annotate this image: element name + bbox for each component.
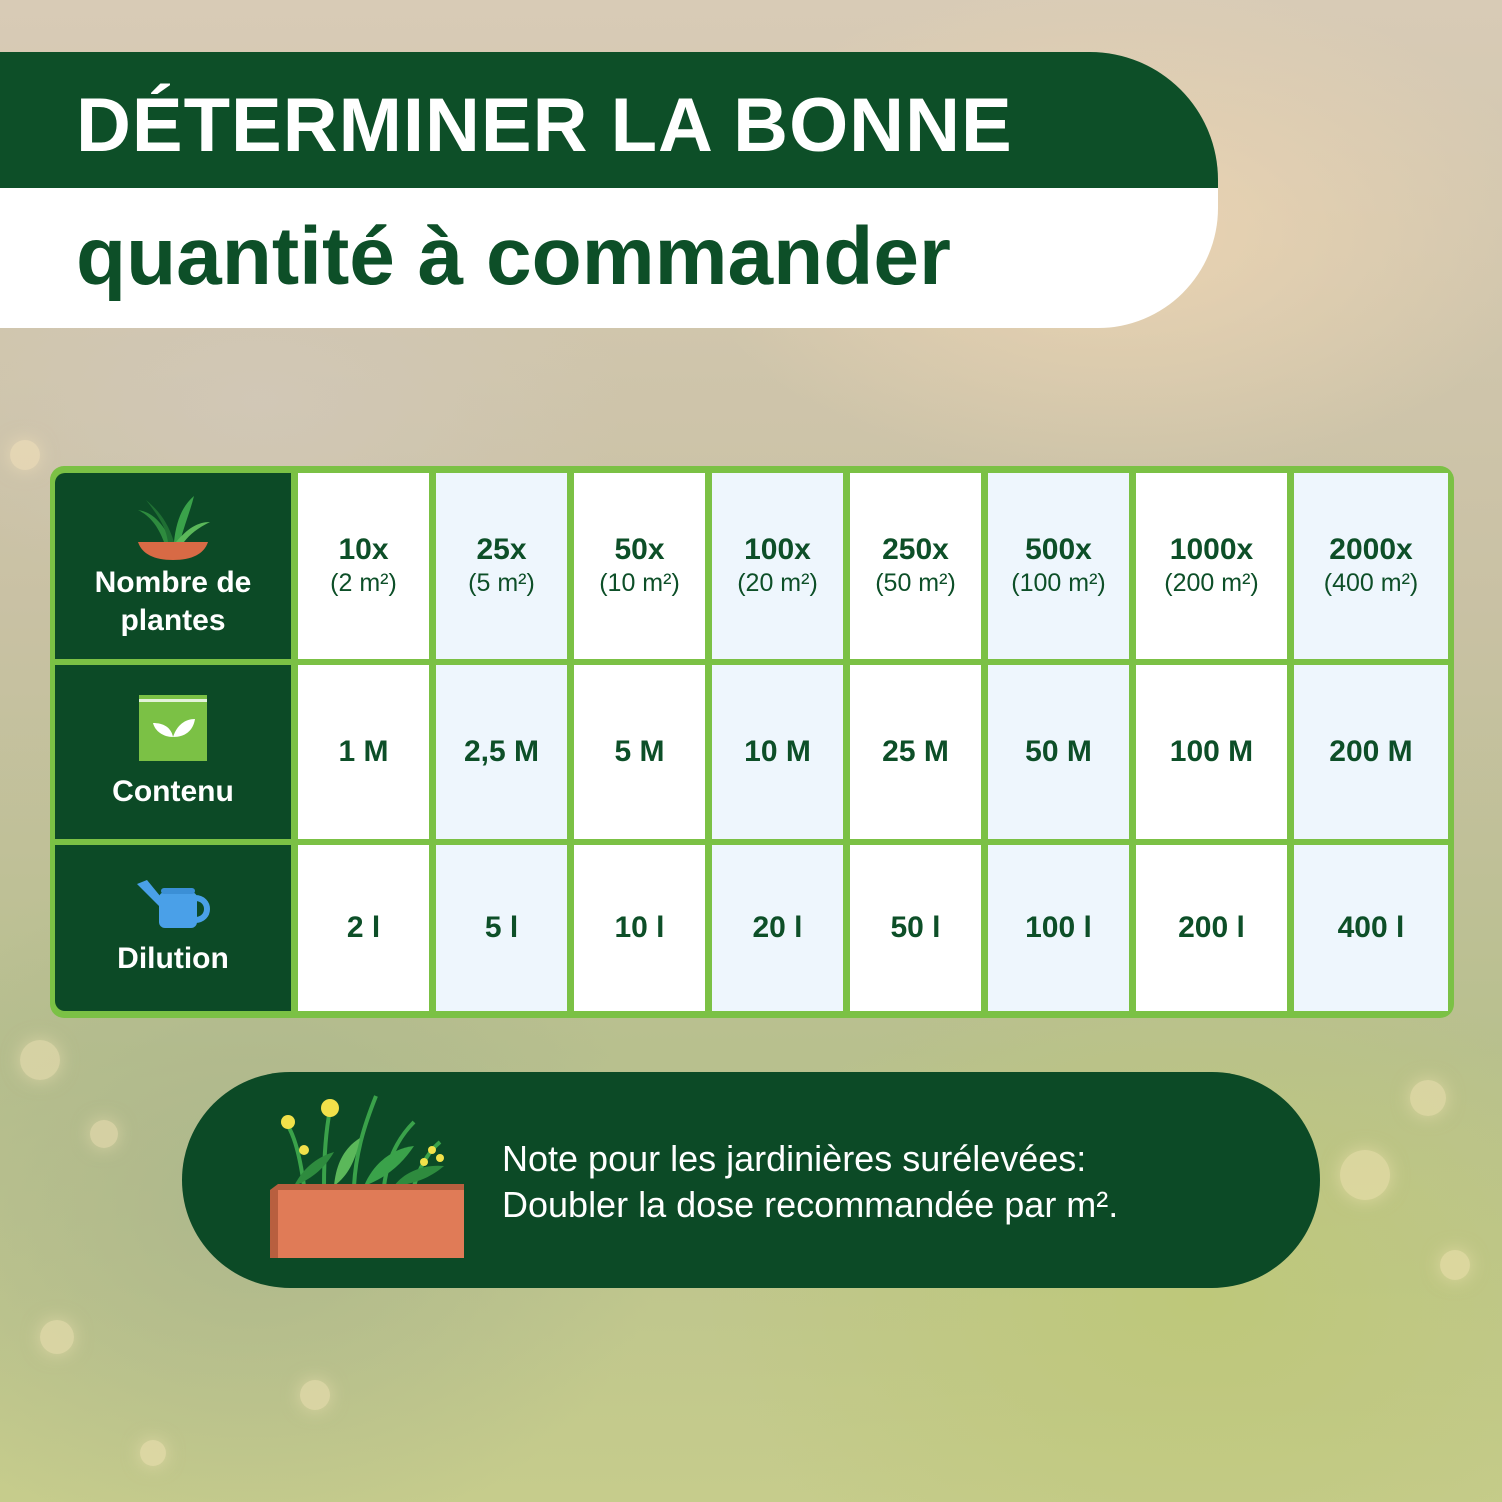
plant-area: (5 m²) [468,569,535,597]
dilution-value: 400 l [1337,911,1405,944]
plant-area: (200 m²) [1164,569,1259,597]
contenu-cell: 1 M [298,665,429,839]
plant-count: 2000x [1329,533,1413,566]
dilution-value: 200 l [1178,911,1245,944]
plant-pot-icon [138,496,210,560]
bokeh-light [10,440,40,470]
contenu-value: 2,5 M [463,735,540,768]
plant-area: (20 m²) [737,569,818,597]
note-banner: Note pour les jardinières surélevées: Do… [182,1072,1320,1288]
title-line-1: DÉTERMINER LA BONNE [76,83,1013,168]
row-label-dilution: Dilution [117,942,229,975]
bokeh-light [140,1440,166,1466]
contenu-cell: 50 M [988,665,1129,839]
quantity-table: Nombre de plantes Contenu Dilution 10x ( [50,466,1454,1018]
dilution-value: 100 l [1025,911,1092,944]
row-header-contenu: Contenu [55,665,291,839]
dilution-cell: 400 l [1294,845,1448,1011]
bokeh-light [40,1320,74,1354]
plant-count: 10x [338,533,389,566]
dilution-value: 10 l [614,911,665,944]
plants-cell: 2000x (400 m²) [1294,473,1448,659]
plants-cell: 100x (20 m²) [712,473,843,659]
row-label-contenu: Contenu [112,775,234,808]
plants-cell: 1000x (200 m²) [1136,473,1287,659]
dilution-value: 2 l [346,911,381,944]
contenu-cell: 25 M [850,665,981,839]
title-banner-top: DÉTERMINER LA BONNE [0,52,1218,188]
plants-cell: 250x (50 m²) [850,473,981,659]
note-text: Note pour les jardinières surélevées: Do… [502,1136,1118,1228]
plant-area: (10 m²) [599,569,680,597]
contenu-cell: 200 M [1294,665,1448,839]
plant-area: (2 m²) [330,569,397,597]
dilution-cell: 200 l [1136,845,1287,1011]
raised-planter-icon [270,1095,464,1258]
note-line-1: Note pour les jardinières surélevées: [502,1138,1087,1179]
plant-count: 50x [614,533,665,566]
contenu-value: 5 M [614,735,665,768]
dilution-value: 5 l [484,911,519,944]
plants-cell: 25x (5 m²) [436,473,567,659]
dilution-value: 20 l [752,911,803,944]
plants-cell: 50x (10 m²) [574,473,705,659]
contenu-value: 100 M [1169,735,1254,768]
bokeh-light [90,1120,118,1148]
plant-count: 25x [476,533,527,566]
dilution-cell: 20 l [712,845,843,1011]
row-header-plantes: Nombre de plantes [55,473,291,659]
contenu-value: 1 M [338,735,389,768]
contenu-cell: 100 M [1136,665,1287,839]
dilution-cell: 5 l [436,845,567,1011]
row-header-dilution: Dilution [55,845,291,1011]
contenu-cell: 2,5 M [436,665,567,839]
bokeh-light [1340,1150,1390,1200]
plants-cell: 10x (2 m²) [298,473,429,659]
row-label-plantes: Nombre de plantes [94,566,252,637]
title-line-2: quantité à commander [76,211,951,302]
bokeh-light [1410,1080,1446,1116]
contenu-cell: 5 M [574,665,705,839]
plant-count: 500x [1025,533,1092,566]
bokeh-light [300,1380,330,1410]
plants-cell: 500x (100 m²) [988,473,1129,659]
plant-area: (400 m²) [1323,569,1419,597]
watering-can-icon [137,880,210,928]
plant-count: 250x [882,533,949,566]
plant-area: (50 m²) [875,569,956,597]
dilution-cell: 2 l [298,845,429,1011]
contenu-value: 25 M [882,735,949,768]
contenu-value: 200 M [1329,735,1413,768]
bokeh-light [1440,1250,1470,1280]
dilution-cell: 10 l [574,845,705,1011]
note-line-2: Doubler la dose recommandée par m². [502,1184,1119,1225]
contenu-value: 10 M [744,735,811,768]
dilution-cell: 50 l [850,845,981,1011]
title-banner-bottom: quantité à commander [0,188,1218,328]
contenu-cell: 10 M [712,665,843,839]
dilution-cell: 100 l [988,845,1129,1011]
contenu-value: 50 M [1025,735,1092,768]
plant-area: (100 m²) [1011,569,1106,597]
plant-count: 1000x [1169,533,1254,566]
dilution-value: 50 l [890,911,941,944]
bokeh-light [20,1040,60,1080]
packet-leaf-icon [139,695,207,761]
plant-count: 100x [744,533,811,566]
